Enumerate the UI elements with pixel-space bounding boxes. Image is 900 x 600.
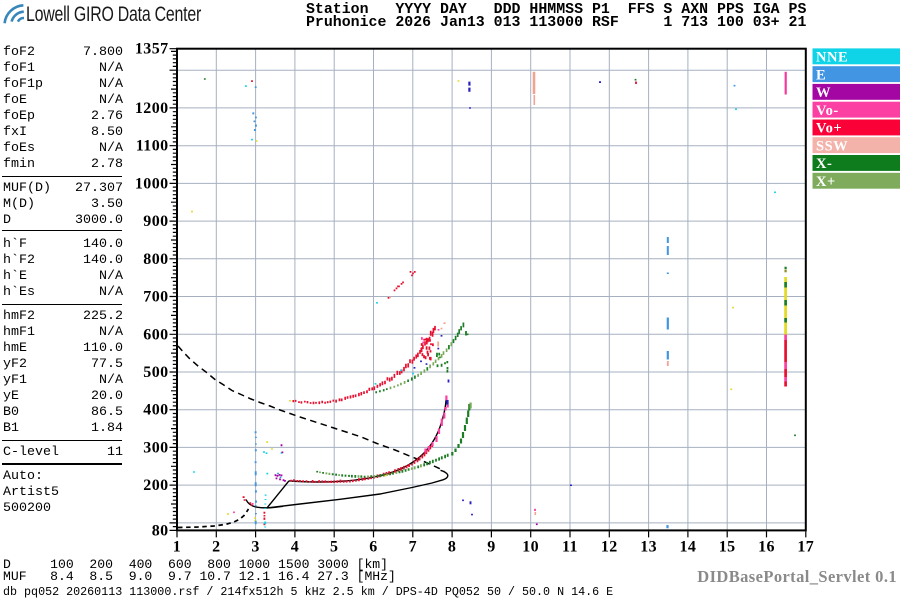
svg-text:9: 9 [487, 539, 495, 556]
svg-text:5: 5 [330, 539, 338, 556]
svg-text:Vo-: Vo- [816, 103, 839, 119]
svg-text:NNE: NNE [816, 50, 848, 66]
svg-text:13: 13 [640, 539, 657, 556]
svg-text:X-: X- [816, 156, 832, 172]
svg-text:W: W [816, 85, 831, 101]
svg-text:300: 300 [143, 439, 168, 456]
svg-text:2: 2 [212, 539, 220, 556]
svg-text:10: 10 [522, 539, 539, 556]
svg-text:200: 200 [143, 477, 168, 494]
svg-text:1: 1 [173, 539, 181, 556]
svg-text:7: 7 [409, 539, 417, 556]
svg-text:15: 15 [719, 539, 736, 556]
svg-text:80: 80 [152, 522, 169, 539]
svg-text:SSW: SSW [816, 138, 848, 154]
svg-text:4: 4 [291, 539, 299, 556]
svg-text:17: 17 [797, 539, 814, 556]
svg-text:700: 700 [143, 289, 168, 306]
svg-text:Vo+: Vo+ [816, 121, 842, 137]
svg-text:1200: 1200 [135, 100, 169, 117]
svg-text:800: 800 [143, 251, 168, 268]
svg-text:8: 8 [448, 539, 456, 556]
svg-text:1357: 1357 [135, 41, 169, 58]
svg-text:6: 6 [369, 539, 377, 556]
svg-text:900: 900 [143, 213, 168, 230]
svg-text:14: 14 [679, 539, 696, 556]
svg-text:600: 600 [143, 326, 168, 343]
svg-text:500: 500 [143, 364, 168, 381]
svg-text:E: E [816, 67, 826, 83]
svg-text:16: 16 [758, 539, 775, 556]
svg-text:1000: 1000 [135, 175, 169, 192]
svg-text:400: 400 [143, 402, 168, 419]
svg-text:11: 11 [562, 539, 578, 556]
svg-text:12: 12 [601, 539, 618, 556]
svg-text:X+: X+ [816, 174, 836, 190]
svg-text:3: 3 [251, 539, 259, 556]
svg-text:1100: 1100 [136, 138, 169, 155]
